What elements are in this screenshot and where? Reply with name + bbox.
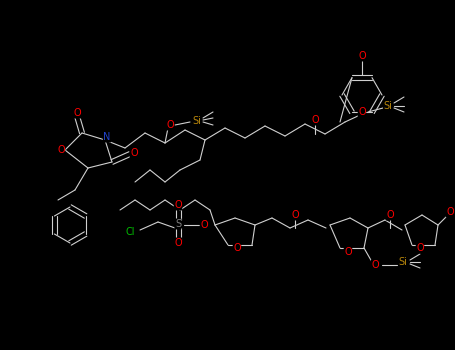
- Text: O: O: [166, 120, 174, 130]
- Text: O: O: [371, 260, 379, 270]
- Text: Si: Si: [384, 101, 392, 111]
- Text: O: O: [174, 200, 182, 210]
- Text: O: O: [291, 210, 299, 220]
- Text: O: O: [73, 108, 81, 118]
- Text: O: O: [386, 210, 394, 220]
- Text: O: O: [174, 238, 182, 248]
- Text: O: O: [200, 220, 208, 230]
- Text: O: O: [57, 145, 65, 155]
- Text: O: O: [344, 247, 352, 257]
- Text: Si: Si: [192, 116, 202, 126]
- Text: O: O: [446, 207, 454, 217]
- Text: Cl: Cl: [125, 227, 135, 237]
- Text: O: O: [311, 115, 319, 125]
- Text: N: N: [103, 132, 111, 142]
- Text: O: O: [358, 107, 366, 117]
- Text: O: O: [416, 243, 424, 253]
- Text: O: O: [233, 243, 241, 253]
- Text: Si: Si: [399, 257, 407, 267]
- Text: O: O: [130, 148, 138, 158]
- Text: O: O: [358, 51, 366, 61]
- Text: S: S: [175, 219, 181, 229]
